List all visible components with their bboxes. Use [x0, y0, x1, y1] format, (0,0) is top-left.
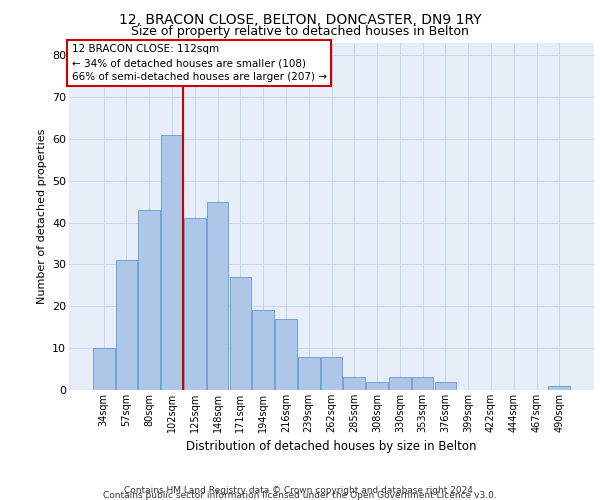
- Bar: [320, 356, 343, 390]
- Bar: [434, 382, 456, 390]
- Bar: [412, 378, 433, 390]
- Text: Contains public sector information licensed under the Open Government Licence v3: Contains public sector information licen…: [103, 491, 497, 500]
- Text: 12, BRACON CLOSE, BELTON, DONCASTER, DN9 1RY: 12, BRACON CLOSE, BELTON, DONCASTER, DN9…: [119, 12, 481, 26]
- Bar: [184, 218, 206, 390]
- Text: 12 BRACON CLOSE: 112sqm
← 34% of detached houses are smaller (108)
66% of semi-d: 12 BRACON CLOSE: 112sqm ← 34% of detache…: [71, 44, 326, 82]
- Bar: [298, 356, 320, 390]
- Bar: [343, 378, 365, 390]
- Bar: [93, 348, 115, 390]
- Bar: [116, 260, 137, 390]
- Bar: [230, 277, 251, 390]
- Y-axis label: Number of detached properties: Number of detached properties: [37, 128, 47, 304]
- Bar: [389, 378, 410, 390]
- Bar: [139, 210, 160, 390]
- Text: Contains HM Land Registry data © Crown copyright and database right 2024.: Contains HM Land Registry data © Crown c…: [124, 486, 476, 495]
- Bar: [161, 134, 183, 390]
- Bar: [253, 310, 274, 390]
- Bar: [548, 386, 570, 390]
- Bar: [366, 382, 388, 390]
- Bar: [275, 319, 297, 390]
- Text: Size of property relative to detached houses in Belton: Size of property relative to detached ho…: [131, 25, 469, 38]
- Bar: [207, 202, 229, 390]
- X-axis label: Distribution of detached houses by size in Belton: Distribution of detached houses by size …: [186, 440, 477, 454]
